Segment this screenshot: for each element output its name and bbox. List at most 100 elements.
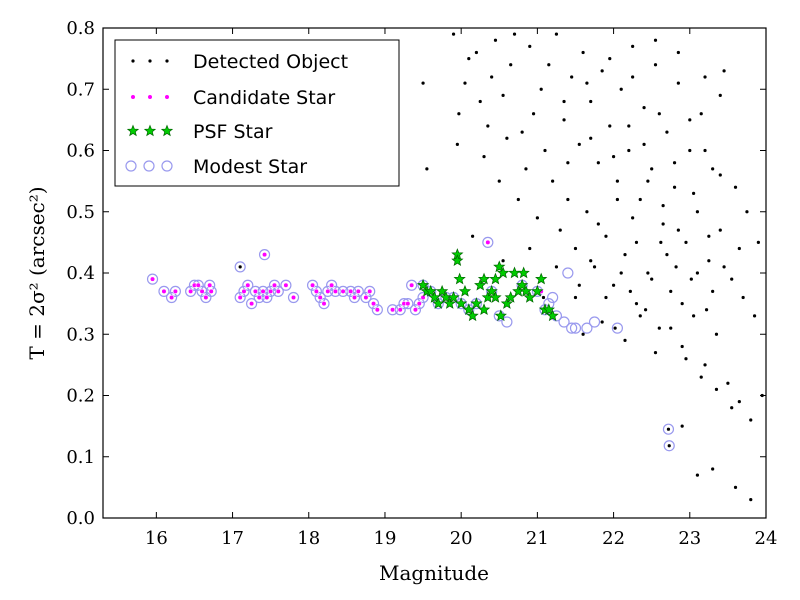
psf-star-point [489,272,502,285]
detected-object-point [619,87,623,91]
detected-object-point [596,222,600,226]
modest-star-point [337,285,349,297]
psf-star-point [535,272,548,285]
detected-object-point [573,295,578,300]
candidate-star-point [283,282,289,288]
candidate-star-point [348,288,354,294]
detected-object-point [714,387,719,391]
candidate-star-point [363,294,369,301]
candidate-star-point [249,301,255,307]
candidate-star-point [321,301,327,307]
modest-star-point [352,285,364,297]
detected-object-point [650,277,654,281]
candidate-star-point [245,282,251,288]
modest-star-point [318,298,330,310]
detected-object-point [551,179,555,183]
legend-label-candidate-star: Candidate Star [193,87,335,109]
detected-object-point [646,271,650,275]
detected-object-point [703,363,707,367]
candidate-star-point [188,288,194,294]
detected-object-point [730,406,734,410]
detected-object-point [541,295,546,300]
detected-object-point [684,240,688,244]
candidate-star-point [332,288,339,294]
modest-star-point [146,273,159,285]
detected-object-point [718,173,722,177]
candidate-star-point [367,288,373,294]
detected-object-point [689,277,693,281]
psf-star-point [523,291,536,303]
modest-star-point [326,279,338,291]
detected-object-point [562,118,566,122]
legend-marker-psf-star [126,124,140,137]
detected-object-point [695,271,700,275]
y-tick-label: 0.6 [66,141,95,162]
detected-object-point [722,265,726,269]
detected-object-point [684,357,688,361]
candidate-star-point [317,294,323,301]
candidate-star-point [374,307,380,313]
detected-object-point [554,32,559,36]
modest-star-point [322,285,334,297]
modest-star-point [547,291,559,304]
modest-star-point [345,285,357,297]
y-tick-label: 0.2 [66,386,95,407]
detected-object-point [577,283,581,287]
modest-star-point [234,261,246,273]
detected-object-point [643,308,648,312]
detected-object-point [573,246,578,251]
legend-marker-candidate-star [147,94,153,100]
detected-object-point [680,344,684,349]
detected-object-point [711,167,715,171]
detected-object-point [425,167,429,171]
modest-star-point [257,285,269,297]
detected-object-point [543,148,547,153]
detected-object-point [589,99,593,104]
detected-object-point [688,148,692,153]
candidate-star-point [241,288,247,294]
detected-object-point [570,75,574,79]
modest-star-point [413,298,425,310]
detected-object-point [665,253,669,257]
modest-star-point [386,304,399,316]
modest-star-point [588,316,601,328]
modest-star-point [258,249,271,261]
y-tick-label: 0.5 [66,202,95,223]
candidate-star-point [405,301,411,307]
detected-object-point [455,142,459,146]
detected-object-point [741,295,745,300]
detected-object-point [672,185,677,189]
detected-object-point [562,99,566,104]
detected-object-point [501,259,505,263]
x-tick-label: 24 [755,528,778,549]
legend-marker-candidate-star [130,94,136,100]
detected-object-point [646,179,650,183]
detected-object-point [482,155,486,159]
psf-star-point [466,309,479,322]
detected-object-point [619,271,623,275]
modest-star-point [394,304,406,316]
candidate-star-point [207,282,213,288]
detected-object-point [628,289,632,293]
detected-object-point [547,63,551,67]
detected-object-point [581,50,585,55]
detected-object-point [615,197,619,202]
detected-object-point [699,375,703,379]
detected-object-point [695,473,700,477]
modest-star-point [246,298,258,310]
modest-star-point [253,291,265,304]
modest-star-point [569,322,582,334]
detected-object-point [711,289,715,293]
detected-object-point [493,38,498,42]
detected-object-point [692,314,696,318]
legend-box [114,39,400,187]
detected-object-point [707,259,711,263]
detected-object-point [642,106,646,110]
y-axis: 0.0 0.1 0.2 0.3 0.4 0.5 0.6 0.7 0.8 [66,18,766,529]
detected-object-point [623,338,627,342]
modest-star-point [249,285,262,297]
detected-object-point [749,418,753,422]
psf-star-point [517,266,530,279]
detected-object-point [745,210,749,214]
